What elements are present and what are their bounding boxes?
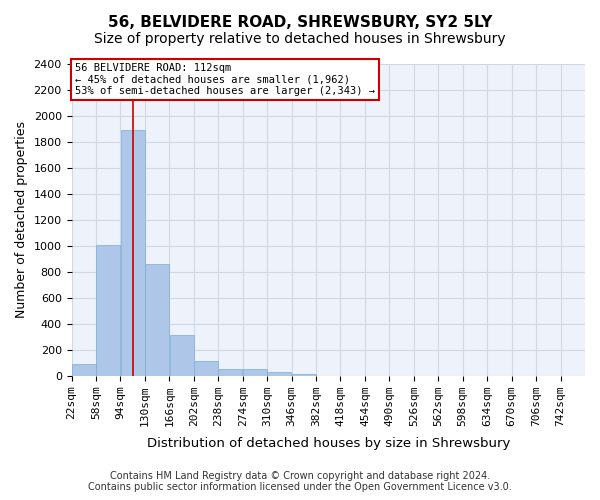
Bar <box>243 370 267 376</box>
Bar <box>292 374 316 376</box>
Bar <box>145 264 169 376</box>
Text: Size of property relative to detached houses in Shrewsbury: Size of property relative to detached ho… <box>94 32 506 46</box>
Bar <box>268 372 292 376</box>
Bar <box>218 368 242 376</box>
Text: Contains HM Land Registry data © Crown copyright and database right 2024.
Contai: Contains HM Land Registry data © Crown c… <box>88 471 512 492</box>
Bar <box>170 335 194 376</box>
Bar <box>96 244 120 376</box>
Y-axis label: Number of detached properties: Number of detached properties <box>15 122 28 318</box>
Bar <box>194 360 218 376</box>
Text: 56 BELVIDERE ROAD: 112sqm
← 45% of detached houses are smaller (1,962)
53% of se: 56 BELVIDERE ROAD: 112sqm ← 45% of detac… <box>75 62 375 96</box>
Text: 56, BELVIDERE ROAD, SHREWSBURY, SY2 5LY: 56, BELVIDERE ROAD, SHREWSBURY, SY2 5LY <box>108 15 492 30</box>
Bar <box>121 130 145 376</box>
Bar <box>72 364 96 376</box>
X-axis label: Distribution of detached houses by size in Shrewsbury: Distribution of detached houses by size … <box>146 437 510 450</box>
